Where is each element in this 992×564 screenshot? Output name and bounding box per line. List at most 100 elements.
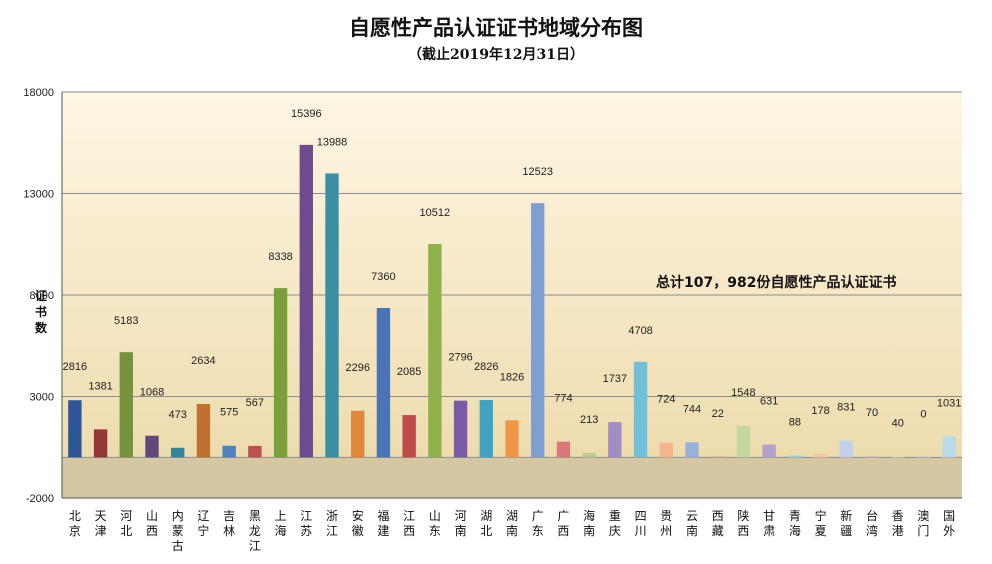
bar	[839, 440, 853, 458]
category-label-char: 甘	[763, 509, 775, 523]
bar	[711, 456, 725, 458]
category-label-char: 福	[377, 508, 389, 523]
category-label-char: 庆	[609, 524, 621, 538]
category-label-char: 西	[712, 509, 724, 523]
category-label-char: 西	[146, 524, 158, 538]
category-label-char: 川	[635, 524, 647, 538]
y-axis-label: 证书数	[34, 289, 47, 335]
data-label: 70	[866, 407, 878, 419]
category-label-char: 林	[223, 524, 235, 538]
category-label-char: 西	[737, 524, 749, 538]
data-label: 4708	[628, 325, 652, 337]
data-label: 40	[892, 418, 904, 430]
data-label: 1826	[500, 371, 524, 383]
category-label-char: 湖	[506, 508, 518, 523]
category-label-char: 新	[840, 508, 852, 523]
data-label: 2796	[448, 352, 472, 364]
data-label: 473	[169, 409, 187, 421]
data-label: 631	[760, 396, 778, 408]
category-label-char: 江	[300, 509, 312, 523]
bar	[865, 455, 879, 458]
bar	[736, 425, 751, 458]
data-label: 0	[920, 408, 926, 420]
bar	[762, 444, 776, 458]
category-label-char: 广	[557, 509, 569, 523]
bar	[813, 453, 828, 458]
bar	[788, 455, 802, 458]
data-label: 7360	[371, 271, 395, 283]
category-label-char: 安	[352, 508, 364, 523]
category-label-char: 上	[275, 509, 287, 523]
bar	[222, 445, 236, 458]
category-label-char: 河	[120, 509, 132, 523]
category-label-char: 徽	[352, 523, 364, 538]
category-label-char: 内	[172, 509, 184, 523]
data-label: 774	[554, 393, 572, 405]
bar	[916, 456, 931, 458]
bar	[402, 415, 416, 458]
data-label: 2634	[191, 355, 215, 367]
bar	[531, 203, 545, 458]
data-label: 2085	[397, 366, 421, 378]
data-label: 213	[580, 414, 598, 426]
data-label: 2826	[474, 361, 498, 373]
category-label-char: 海	[583, 508, 595, 523]
category-label-char: 贵	[660, 509, 672, 523]
category-label-char: 四	[635, 509, 647, 523]
category-label-char: 海	[789, 523, 801, 538]
data-label: 5183	[114, 315, 138, 327]
bar	[171, 447, 185, 458]
category-label-char: 台	[866, 508, 878, 523]
category-label-char: 南	[686, 523, 698, 538]
category-label-char: 浙	[326, 509, 338, 523]
y-tick-label: 8000	[30, 290, 54, 302]
data-label: 1068	[140, 387, 164, 399]
category-label-char: 疆	[840, 524, 852, 538]
y-tick-label: 3000	[30, 392, 54, 404]
category-label-char: 重	[609, 509, 621, 523]
category-label-char: 江	[249, 539, 261, 553]
bar	[93, 429, 108, 458]
bar	[582, 453, 596, 458]
data-label: 10512	[420, 207, 451, 219]
bar	[659, 442, 673, 458]
data-label: 831	[837, 402, 855, 414]
bar	[633, 361, 648, 458]
category-label-char: 门	[917, 523, 929, 538]
category-label-char: 津	[95, 524, 107, 538]
bar	[145, 435, 159, 458]
bar	[119, 352, 133, 458]
category-label-char: 辽	[197, 509, 209, 523]
category-label-char: 宁	[197, 523, 209, 538]
bar	[685, 442, 699, 458]
data-label: 8338	[268, 251, 292, 263]
bar	[942, 436, 956, 458]
y-tick-label: 13000	[23, 189, 54, 201]
bar	[325, 173, 339, 458]
bar	[505, 420, 519, 458]
category-label-char: 外	[943, 524, 955, 538]
data-label: 567	[246, 397, 264, 409]
data-label: 724	[657, 394, 675, 406]
category-label-char: 吉	[223, 509, 235, 523]
data-label: 12523	[522, 166, 553, 178]
data-label: 178	[811, 405, 829, 417]
category-label-char: 南	[455, 523, 467, 538]
negative-region	[62, 457, 962, 498]
category-label-char: 海	[275, 523, 287, 538]
category-label-char: 西	[557, 524, 569, 538]
bar	[891, 456, 905, 458]
category-label-char: 东	[532, 524, 544, 538]
category-label-char: 北	[480, 524, 492, 538]
category-label-char: 香	[892, 509, 904, 523]
category-label-char: 山	[146, 509, 158, 523]
chart-title: 自愿性产品认证证书地域分布图	[349, 15, 643, 40]
data-label: 744	[683, 403, 701, 415]
data-label: 88	[789, 417, 801, 429]
category-label-char: 龙	[249, 524, 261, 538]
bar	[351, 410, 365, 458]
data-label: 13988	[317, 136, 348, 148]
category-label-char: 苏	[300, 524, 312, 538]
category-label-char: 州	[660, 524, 672, 538]
y-tick-label: 18000	[23, 87, 54, 99]
